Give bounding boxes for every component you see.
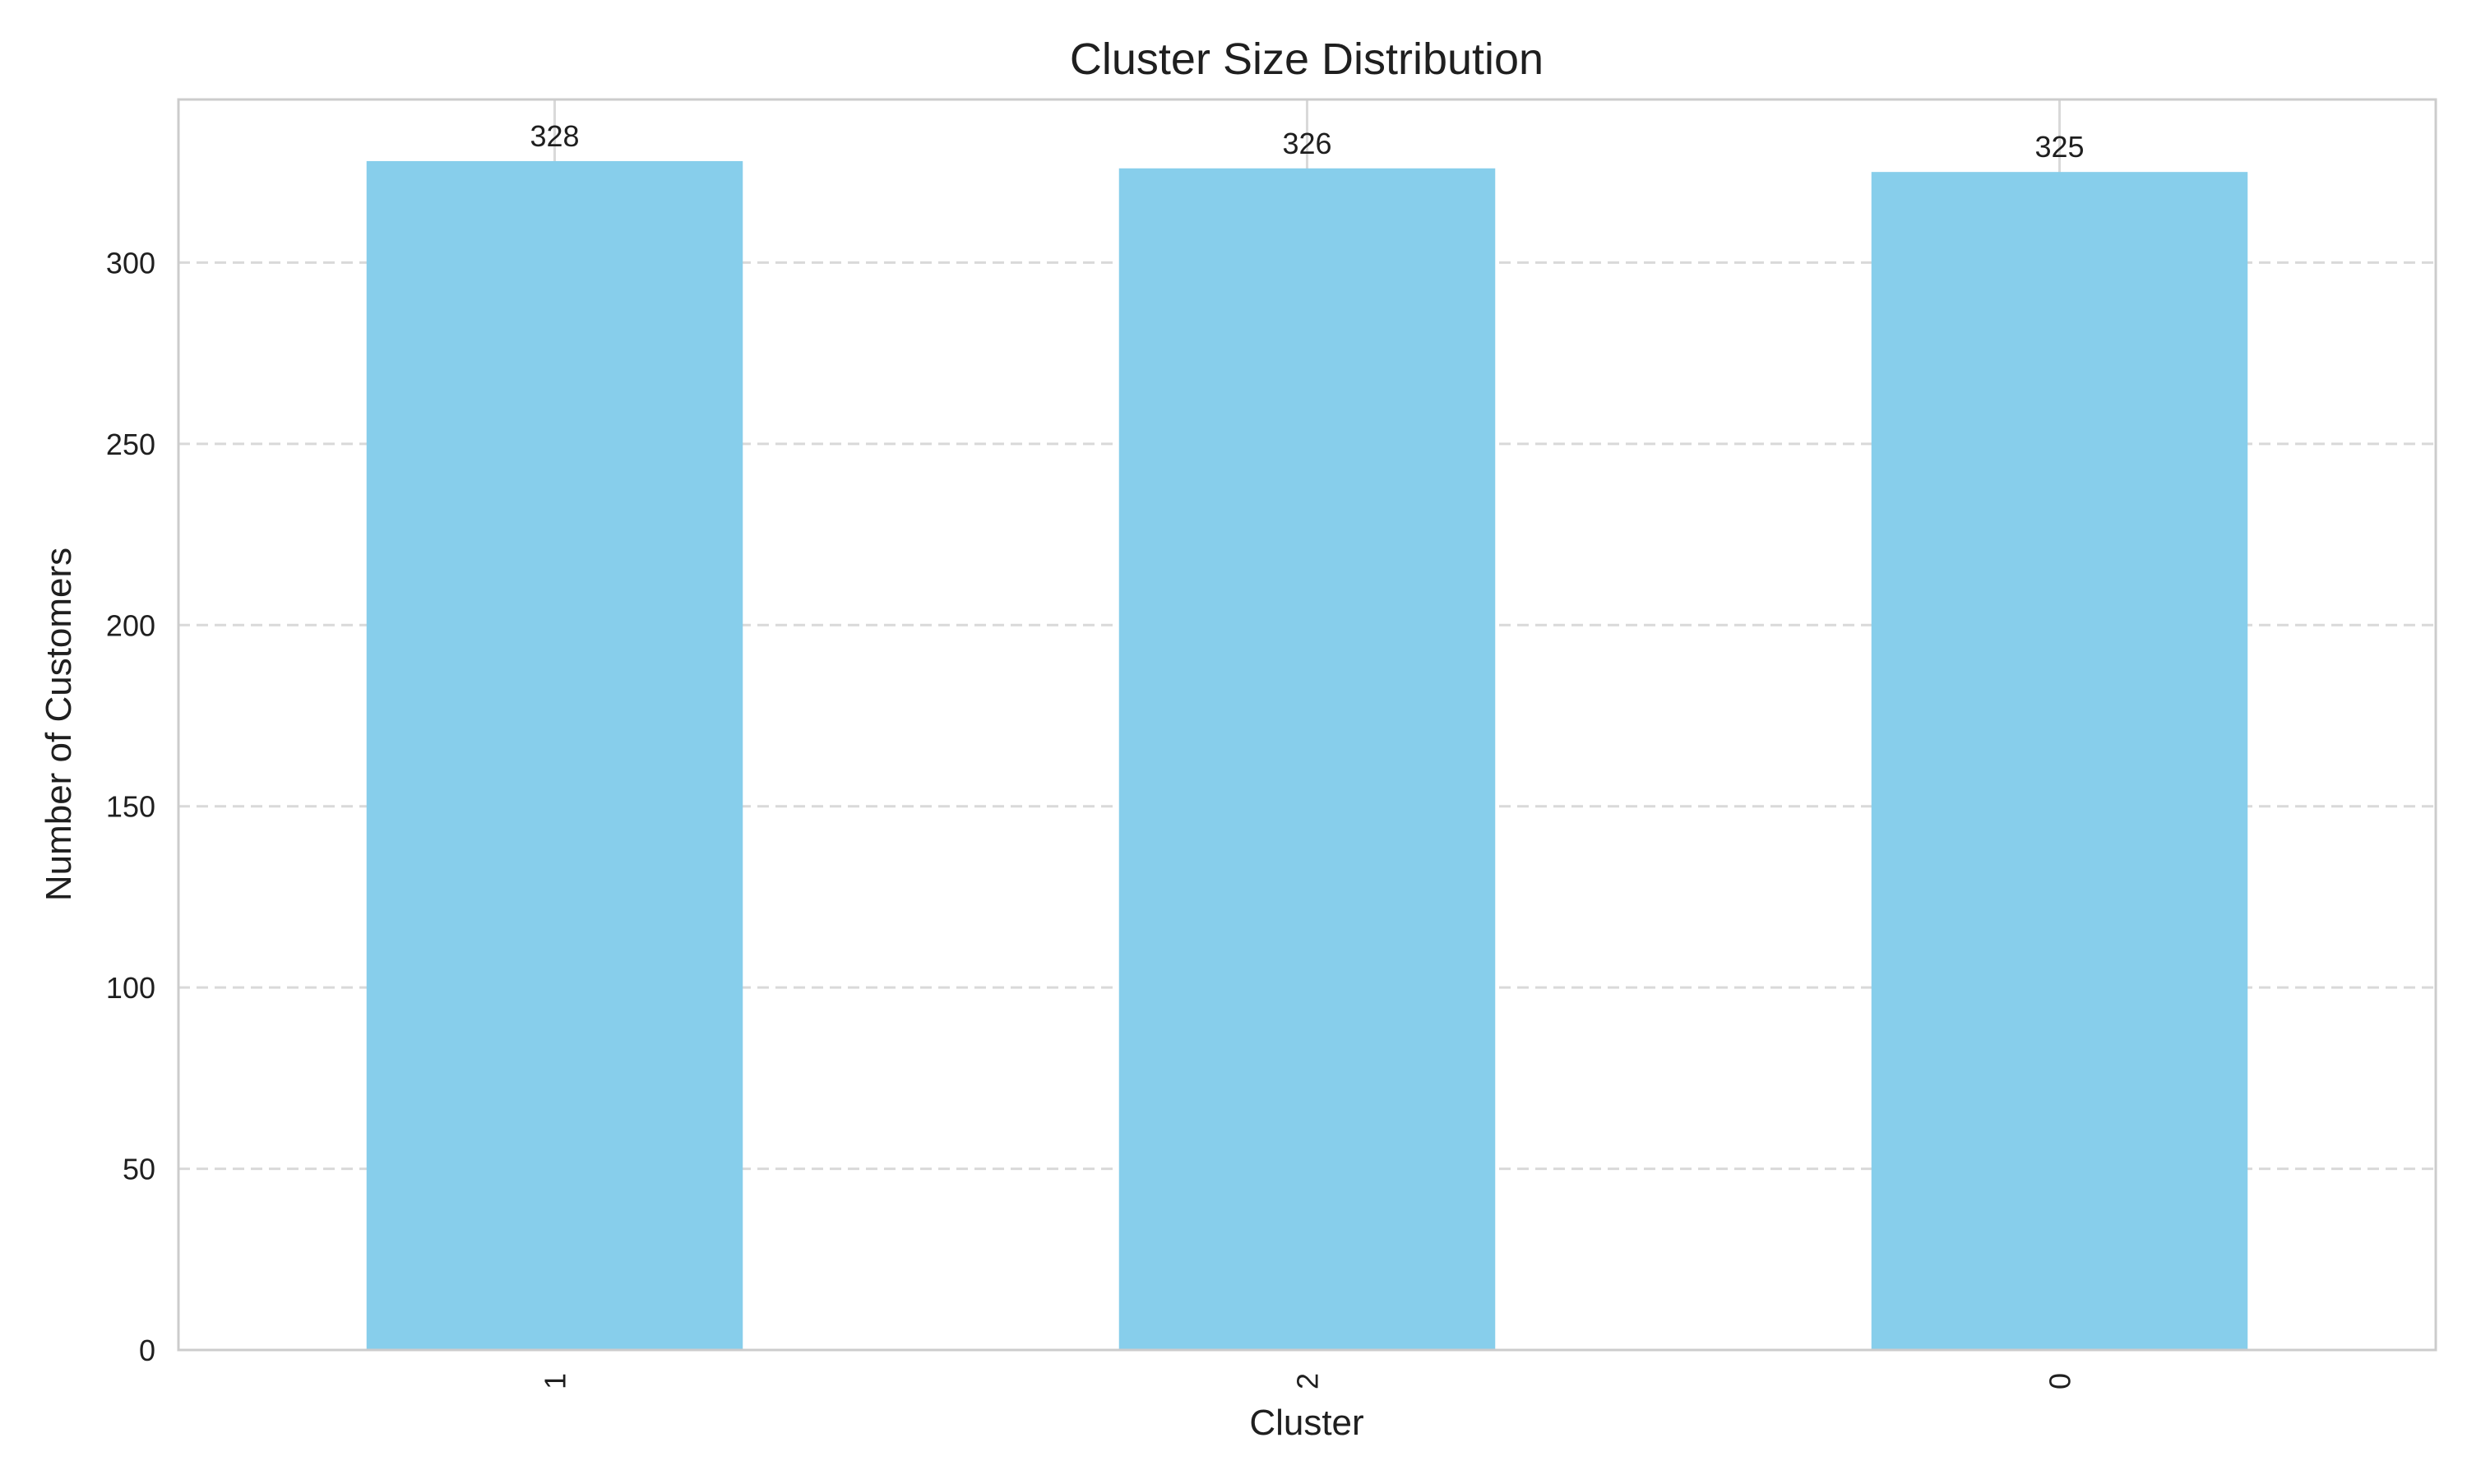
y-tick-label: 250: [106, 428, 155, 461]
y-tick-label: 50: [123, 1153, 155, 1186]
x-tick-label: 1: [539, 1373, 572, 1389]
bar: [366, 160, 743, 1350]
bar: [1118, 168, 1496, 1350]
y-tick-label: 300: [106, 246, 155, 280]
x-tick-label: 2: [1291, 1373, 1325, 1389]
bars: [366, 160, 2248, 1350]
y-tick-label: 150: [106, 790, 155, 824]
data-label: 326: [1282, 127, 1331, 160]
y-tick-label: 0: [139, 1334, 155, 1367]
data-label: 328: [530, 119, 579, 153]
x-tick-label: 0: [2043, 1373, 2077, 1389]
plot-frame: [177, 98, 2437, 1352]
y-tick-label: 200: [106, 608, 155, 642]
y-axis-label: Number of Customers: [39, 548, 79, 901]
bar: [1871, 172, 2248, 1350]
y-tick-label: 100: [106, 971, 155, 1005]
axis-ticks: 0 50 100 150 200 250 300 1 2 0: [106, 246, 2077, 1389]
chart-title: Cluster Size Distribution: [1070, 35, 1544, 84]
data-labels: 328 326 325: [530, 119, 2084, 164]
x-axis-label: Cluster: [1249, 1403, 1363, 1443]
data-label: 325: [2034, 130, 2084, 164]
